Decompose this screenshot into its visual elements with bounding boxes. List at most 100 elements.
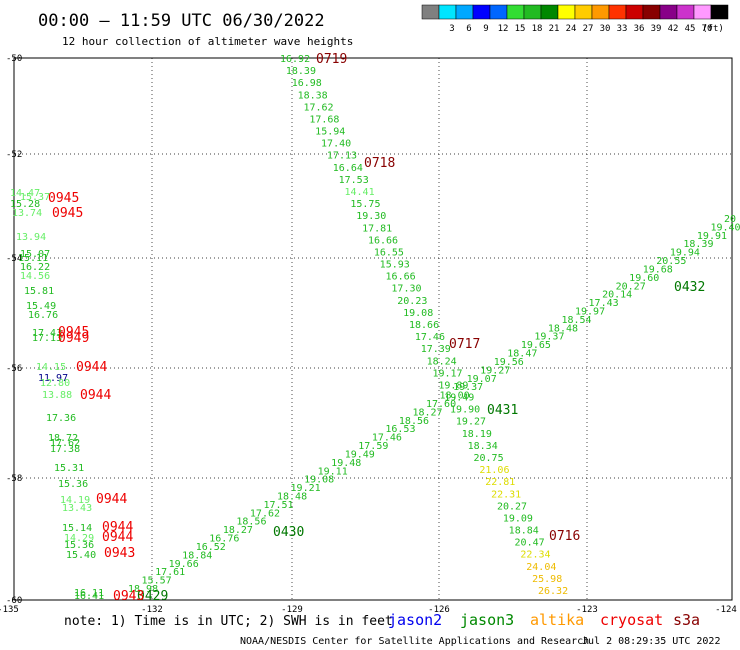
wave-height-value: 17.62: [50, 438, 80, 449]
pass-time-label: 0429: [137, 589, 168, 604]
page-subtitle: 12 hour collection of altimeter wave hei…: [62, 35, 353, 48]
pass-time-label: 0944: [96, 492, 127, 507]
wave-height-value: 20.27: [497, 501, 527, 512]
wave-height-value: 16.92: [280, 54, 310, 65]
legend-swatch: [540, 4, 559, 20]
longitude-tick-label: -132: [141, 605, 163, 615]
wave-height-value: 15.31: [54, 463, 84, 474]
axis-tick-labels: -135 -132 -129 -126 -123 -124 -50 -52 -54 -56 -58 -…: [0, 54, 737, 615]
wave-height-value: 17.43: [589, 298, 619, 309]
legend-label: 21: [549, 24, 560, 34]
latitude-tick-label: -58: [6, 474, 22, 484]
wave-height-value: 17.51: [263, 500, 293, 511]
latitude-tick-label: -52: [6, 150, 22, 160]
legend-label: 45: [685, 24, 696, 34]
wave-height-value: 18.84: [182, 550, 212, 561]
map-frame: [13, 57, 733, 601]
wave-height-value: 16.76: [28, 310, 58, 321]
wave-height-value: 19.27: [456, 417, 486, 428]
pass-time-label: 0944: [102, 520, 133, 535]
wave-height-value: 17.62: [250, 508, 280, 519]
wave-height-value: 13.88: [42, 390, 72, 401]
wave-height-value: 19.21: [291, 483, 321, 494]
satellite-name: jason3: [460, 611, 514, 629]
credit-line: NOAA/NESDIS Center for Satellite Applica…: [240, 636, 589, 647]
pass-time-label: 0430: [273, 525, 304, 540]
wave-height-value: 19.08: [304, 475, 334, 486]
satellite-name: cryosat: [600, 611, 663, 629]
latitude-tick-label: -54: [6, 254, 22, 264]
wave-height-value: 19.66: [169, 559, 199, 570]
wave-height-value: 19.09: [503, 513, 533, 524]
longitude-tick-label: -124: [715, 605, 737, 615]
page-title: 00:00 – 11:59 UTC 06/30/2022: [38, 11, 325, 31]
color-legend: 3 6 9 12 15 18 21 24 27 30 33 36 39 42 45 70(ft): [421, 4, 729, 34]
pass-time-label: 0717: [449, 337, 480, 352]
wave-height-value: 17.39: [421, 344, 451, 355]
units-note: note: 1) Time is in UTC; 2) SWH is in fe…: [64, 614, 393, 629]
wave-height-value: 19.48: [331, 458, 361, 469]
wave-height-value: 19.08: [403, 308, 433, 319]
wave-height-value: 16.52: [196, 542, 226, 553]
latitude-tick-label: -50: [6, 54, 22, 64]
wave-height-value: 19.07: [467, 374, 497, 385]
wave-height-value: 14.41: [345, 187, 375, 198]
wave-height-value: 17.62: [303, 102, 333, 113]
wave-height-value: 17.13: [32, 333, 62, 344]
wave-height-value: 16.55: [374, 247, 404, 258]
wave-height-value: 20.14: [602, 290, 632, 301]
wave-height-value: 19.37: [453, 382, 483, 393]
wave-height-value: 15.75: [350, 199, 380, 210]
satellite-legend: jason2 jason3 altika cryosat s3a: [388, 611, 700, 629]
longitude-tick-label: -126: [428, 605, 450, 615]
legend-label: 36: [634, 24, 645, 34]
satellite-name: jason2: [388, 611, 442, 629]
wave-height-value: 17.53: [339, 175, 369, 186]
legend-label: 18: [532, 24, 543, 34]
wave-height-value: 18.19: [462, 429, 492, 440]
wave-height-value: 17.38: [50, 444, 80, 455]
legend-swatch: [489, 4, 508, 20]
wave-height-value: 22.34: [520, 550, 550, 561]
legend-label: 15: [515, 24, 526, 34]
wave-height-value: 20.27: [616, 281, 646, 292]
wave-height-value: 19.89: [438, 380, 468, 391]
wave-height-value: 19.17: [432, 368, 462, 379]
wave-height-value: 16.66: [386, 272, 416, 283]
wave-height-value: 18.47: [507, 349, 537, 360]
map-plot: -135 -132 -129 -126 -123 -124 -50 -52 -54 -56 -58 -…: [0, 52, 740, 615]
wave-height-value: 15.36: [58, 479, 88, 490]
wave-height-value: 18.24: [427, 356, 457, 367]
wave-height-value: 19.60: [629, 273, 659, 284]
legend-swatch: [506, 4, 525, 20]
legend-swatch: [472, 4, 491, 20]
wave-height-value: 17.40: [321, 139, 351, 150]
wave-height-value: 18.38: [298, 90, 328, 101]
legend-swatch: [523, 4, 542, 20]
legend-label: 42: [668, 24, 679, 34]
wave-height-value: 17.68: [309, 114, 339, 125]
pass-time-label: 0943: [104, 546, 135, 561]
wave-height-value: 13.43: [62, 503, 92, 514]
wave-height-value: 19.65: [521, 340, 551, 351]
wave-height-value: 17.36: [46, 413, 76, 424]
wave-height-value: 18.66: [409, 320, 439, 331]
wave-height-value: 18.56: [399, 416, 429, 427]
pass-time-label: 0431: [487, 403, 518, 418]
wave-height-value: 17.13: [327, 151, 357, 162]
legend-swatch: [693, 4, 712, 20]
legend-swatch: [591, 4, 610, 20]
wave-height-value: 19.49: [444, 393, 474, 404]
wave-height-value: 17.30: [391, 284, 421, 295]
wave-height-value: 19.49: [345, 449, 375, 460]
wave-height-value: 14.15: [36, 362, 66, 373]
wave-height-value: 12.80: [40, 378, 70, 389]
wave-height-value: 18.00: [440, 391, 470, 402]
wave-height-value: 20: [724, 214, 736, 225]
wave-height-value: 18.56: [236, 517, 266, 528]
pass-time-label: 0716: [549, 529, 580, 544]
wave-height-value: 15.40: [66, 550, 96, 561]
wave-height-value: 22.31: [491, 489, 521, 500]
wave-height-value: 18.72: [48, 433, 78, 444]
